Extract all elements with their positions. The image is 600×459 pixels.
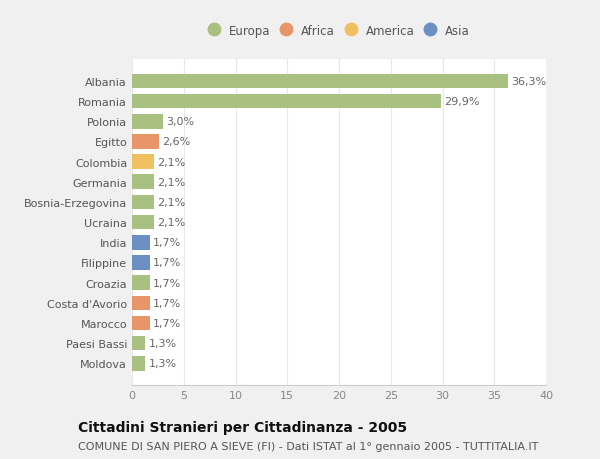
Bar	[132, 336, 145, 351]
Text: 2,1%: 2,1%	[157, 197, 185, 207]
Bar	[132, 115, 163, 129]
Text: Cittadini Stranieri per Cittadinanza - 2005: Cittadini Stranieri per Cittadinanza - 2…	[78, 420, 407, 434]
Text: 1,7%: 1,7%	[152, 298, 181, 308]
Bar	[132, 296, 149, 310]
Bar	[132, 356, 145, 371]
Text: 2,1%: 2,1%	[157, 218, 185, 228]
Legend: Europa, Africa, America, Asia: Europa, Africa, America, Asia	[203, 20, 475, 42]
Text: 2,1%: 2,1%	[157, 177, 185, 187]
Bar	[132, 95, 442, 109]
Text: 1,3%: 1,3%	[149, 358, 176, 369]
Bar	[132, 74, 508, 89]
Bar	[132, 155, 154, 169]
Bar	[132, 256, 149, 270]
Text: COMUNE DI SAN PIERO A SIEVE (FI) - Dati ISTAT al 1° gennaio 2005 - TUTTITALIA.IT: COMUNE DI SAN PIERO A SIEVE (FI) - Dati …	[78, 441, 538, 451]
Bar	[132, 195, 154, 210]
Text: 2,1%: 2,1%	[157, 157, 185, 167]
Bar	[132, 135, 159, 149]
Text: 1,7%: 1,7%	[152, 258, 181, 268]
Bar	[132, 175, 154, 190]
Text: 36,3%: 36,3%	[511, 77, 546, 87]
Bar	[132, 235, 149, 250]
Text: 1,7%: 1,7%	[152, 238, 181, 248]
Bar	[132, 215, 154, 230]
Text: 1,7%: 1,7%	[152, 318, 181, 328]
Text: 1,7%: 1,7%	[152, 278, 181, 288]
Bar	[132, 276, 149, 290]
Text: 2,6%: 2,6%	[162, 137, 190, 147]
Text: 1,3%: 1,3%	[149, 338, 176, 348]
Bar	[132, 316, 149, 330]
Text: 3,0%: 3,0%	[166, 117, 194, 127]
Text: 29,9%: 29,9%	[445, 97, 480, 107]
